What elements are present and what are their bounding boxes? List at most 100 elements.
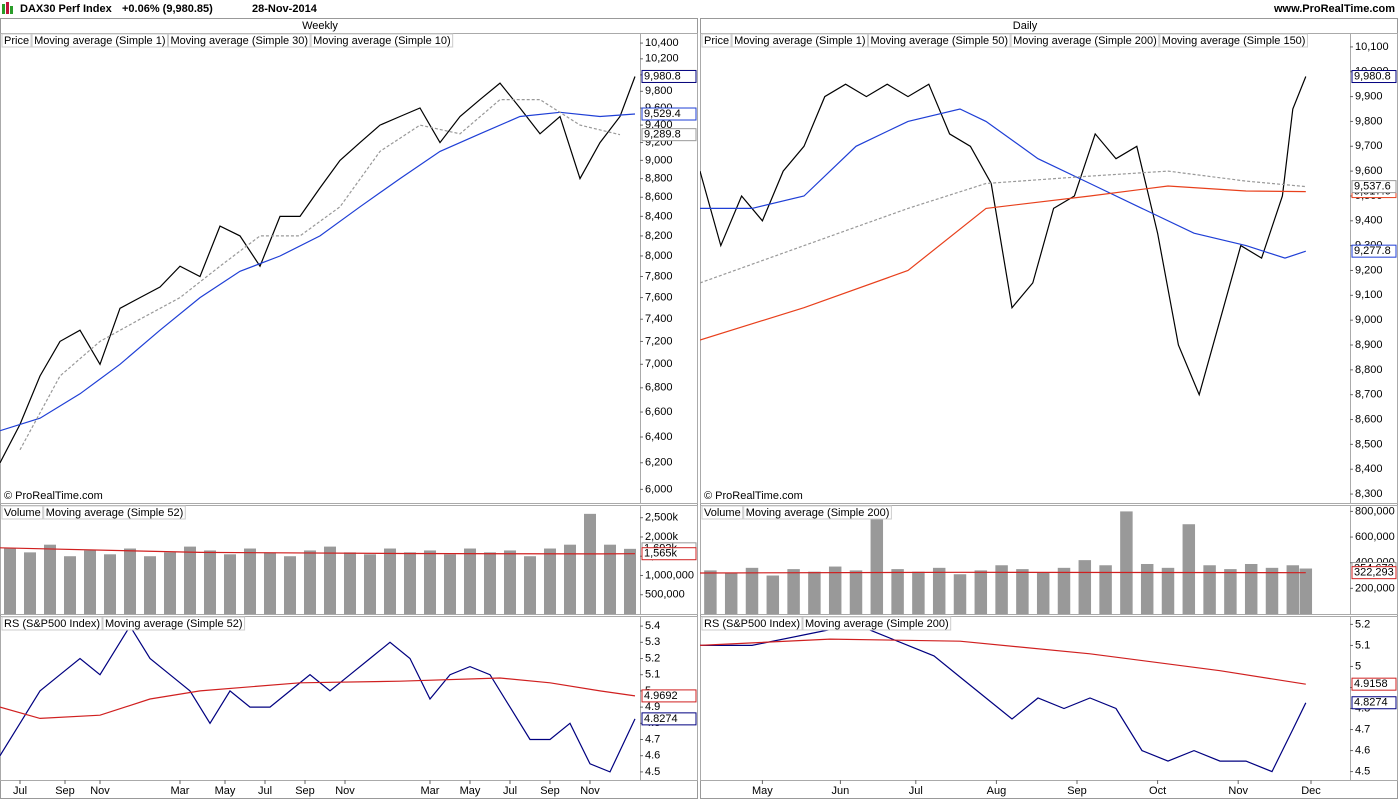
y-tick-label: 9,900 — [1355, 91, 1383, 103]
x-tick-label: Nov — [580, 785, 600, 797]
y-tick-label: 7,200 — [645, 335, 673, 347]
y-tick-label: 8,800 — [1355, 364, 1383, 376]
value-tag-label: 4.8274 — [644, 713, 678, 725]
plot-area — [700, 623, 1307, 773]
volume-bar — [464, 548, 476, 614]
value-tag — [641, 689, 697, 703]
series-line — [700, 638, 1306, 685]
value-tag — [1351, 677, 1397, 691]
panel-frame — [0, 505, 698, 615]
value-tag — [641, 69, 697, 83]
y-tick-label: 600,000 — [1355, 531, 1395, 543]
x-tick-label: Sep — [295, 785, 315, 797]
y-tick-label: 7,800 — [645, 270, 673, 282]
y-tick-label: 9,800 — [645, 85, 673, 97]
panel-frame — [700, 505, 1398, 615]
value-tag — [641, 547, 697, 561]
y-tick-label: 7,000 — [645, 358, 673, 370]
volume-bar — [544, 548, 556, 614]
volume-bar — [524, 556, 536, 614]
volume-bar — [44, 544, 56, 614]
legend-box — [1, 505, 44, 520]
y-tick-label: 9,800 — [1355, 115, 1383, 127]
y-tick-label: 5.3 — [645, 636, 660, 648]
logo-bar — [10, 6, 13, 14]
panel-frame — [0, 616, 698, 781]
volume-bar — [932, 567, 946, 614]
series-line — [0, 547, 636, 555]
legend-entry: Price — [4, 35, 29, 47]
watermark: © ProRealTime.com — [704, 490, 803, 502]
volume-bar — [324, 546, 336, 614]
panel-frame — [700, 616, 1398, 781]
volume-bar — [828, 566, 842, 614]
y-tick-label: 8,000 — [645, 250, 673, 262]
volume-bar — [1036, 572, 1050, 614]
series-line — [700, 185, 1306, 341]
x-tick-label: Sep — [1067, 785, 1087, 797]
volume-bar — [974, 570, 988, 614]
value-tag — [1351, 566, 1397, 580]
y-tick-label: 9,000 — [645, 154, 673, 166]
y-tick-label: 8,600 — [1355, 413, 1383, 425]
value-tag — [1351, 70, 1397, 84]
y-tick-label: 4.6 — [1355, 744, 1370, 756]
volume-bar — [64, 556, 76, 614]
volume-bar — [184, 546, 196, 614]
y-tick-label: 7,600 — [645, 291, 673, 303]
volume-bar — [144, 556, 156, 614]
chart-title: Weekly — [302, 20, 338, 32]
legend-box — [1, 33, 32, 48]
y-tick-label: 8,400 — [645, 210, 673, 222]
x-tick-label: Jul — [258, 785, 272, 797]
value-tag-label: 9,529.4 — [644, 108, 681, 120]
value-tag-label: 9,277.8 — [1354, 245, 1391, 257]
value-tag — [1351, 244, 1397, 258]
volume-bar — [344, 552, 356, 614]
y-tick-label: 200,000 — [1355, 582, 1395, 594]
y-tick-label: 5.1 — [645, 669, 660, 681]
y-tick-label: 4.6 — [645, 750, 660, 762]
legend-box — [43, 505, 186, 520]
y-tick-label: 5.2 — [1355, 618, 1370, 630]
x-tick-label: Aug — [987, 785, 1007, 797]
chart-title: Daily — [1013, 20, 1038, 32]
volume-bar — [504, 550, 516, 614]
legend-entry: Moving average (Simple 30) — [171, 35, 309, 47]
x-tick-label: Dec — [1301, 785, 1321, 797]
legend-entry: RS (S&P500 Index) — [704, 618, 800, 630]
value-tag — [641, 128, 697, 142]
y-tick-label: 9,100 — [1355, 289, 1383, 301]
y-tick-label: 800,000 — [1355, 505, 1395, 517]
x-tick-label: Nov — [90, 785, 110, 797]
volume-bar — [4, 548, 16, 614]
y-tick-label: 8,200 — [645, 230, 673, 242]
y-tick-label: 9,400 — [645, 119, 673, 131]
y-tick-label: 8,800 — [645, 173, 673, 185]
volume-bar — [404, 552, 416, 614]
value-tag-label: 322,293 — [1354, 567, 1394, 579]
value-tag-label: 9,980.8 — [644, 70, 681, 82]
x-tick-label: Nov — [1228, 785, 1248, 797]
volume-bar — [1203, 565, 1216, 614]
volume-bar — [1286, 565, 1300, 614]
volume-bar — [364, 554, 376, 614]
volume-bar — [1244, 563, 1258, 614]
legend-box — [743, 505, 892, 520]
volume-bar — [164, 552, 176, 614]
y-tick-label: 7,400 — [645, 313, 673, 325]
volume-bar — [849, 570, 863, 614]
plot-area — [700, 508, 1313, 614]
plot-area — [700, 76, 1307, 397]
y-tick-label: 6,400 — [645, 431, 673, 443]
value-tag-label: 9,537.6 — [1354, 181, 1391, 193]
value-tag — [641, 712, 697, 726]
volume-bar — [604, 544, 616, 614]
volume-bar — [224, 554, 236, 614]
legend-entry: Moving average (Simple 1) — [734, 35, 865, 47]
x-tick-label: Sep — [55, 785, 75, 797]
volume-bar — [24, 552, 36, 614]
y-tick-label: 4.5 — [1355, 765, 1370, 777]
volume-bar — [1161, 567, 1175, 614]
volume-bar — [1182, 524, 1196, 614]
